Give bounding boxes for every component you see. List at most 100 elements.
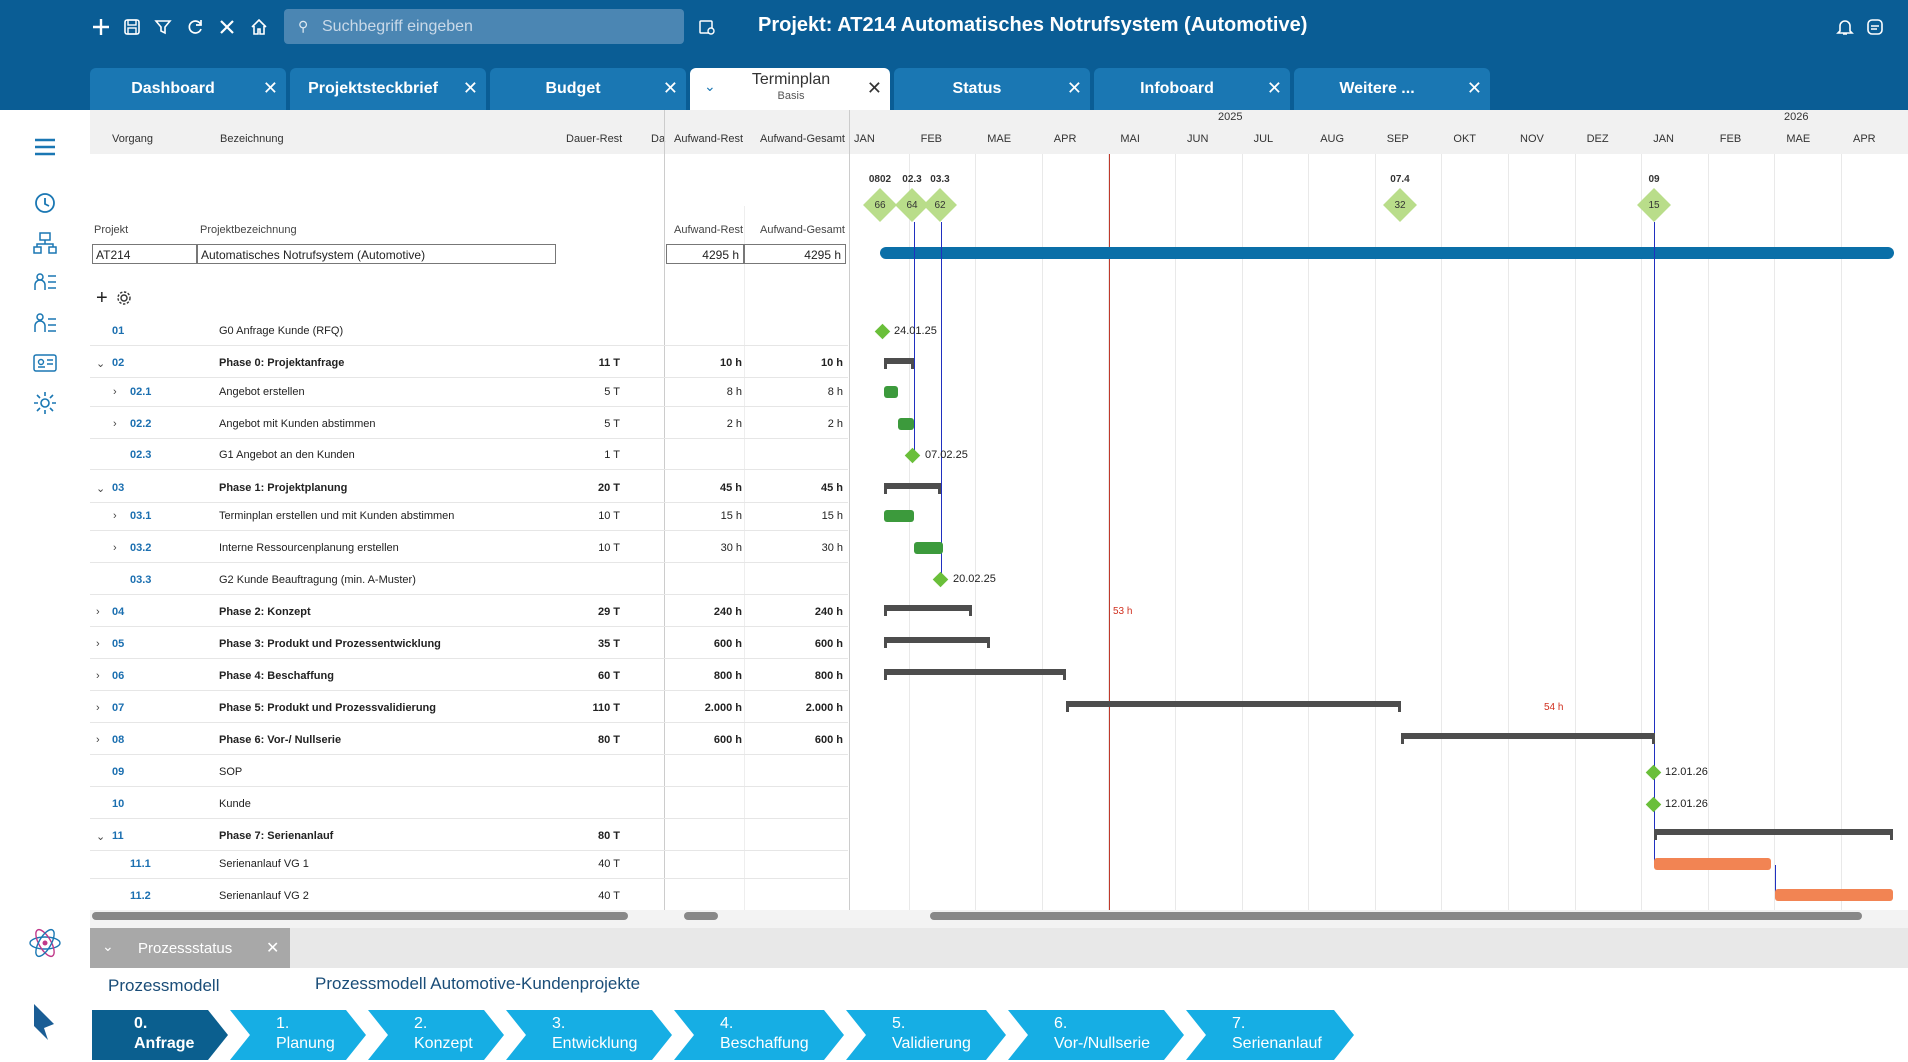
col-da[interactable]: Da: [651, 133, 666, 145]
tab-status[interactable]: Status ✕: [894, 68, 1090, 110]
home-icon[interactable]: [246, 14, 272, 40]
tab-budget[interactable]: Budget ✕: [490, 68, 686, 110]
phase-bar-04[interactable]: [884, 605, 972, 616]
gantt-scrollbar[interactable]: [930, 912, 1862, 920]
expand-icon[interactable]: ›: [113, 542, 117, 554]
task-dauer: 40 T: [598, 890, 620, 902]
save-icon[interactable]: [119, 14, 145, 40]
tab-close-icon[interactable]: ✕: [462, 78, 478, 98]
process-panel-tab[interactable]: ⌄ Prozessstatus ✕: [90, 928, 290, 968]
phase-bar-11[interactable]: [1654, 829, 1893, 840]
gear-icon[interactable]: [116, 290, 132, 311]
milestone-10[interactable]: [1645, 796, 1662, 813]
org-chart-icon[interactable]: [32, 230, 58, 256]
collapse-icon[interactable]: ⌄: [96, 831, 106, 843]
process-step[interactable]: 1. Planung: [230, 1010, 366, 1060]
task-id: 01: [112, 325, 125, 337]
tab-close-icon[interactable]: ✕: [262, 78, 278, 98]
filter-icon[interactable]: [150, 14, 176, 40]
expand-icon[interactable]: ›: [96, 734, 100, 746]
task-aufwand-gesamt: 10 h: [820, 357, 843, 369]
task-bar-03-1[interactable]: [884, 510, 914, 522]
project-name-field[interactable]: Automatisches Notrufsystem (Automotive): [197, 244, 556, 264]
project-id-field[interactable]: AT214: [92, 244, 197, 264]
phase-bar-02[interactable]: [884, 358, 914, 369]
tab-terminplan[interactable]: ⌄ Terminplan Basis ✕: [690, 68, 890, 110]
table-scrollbar[interactable]: [92, 912, 628, 920]
phase-bar-08[interactable]: [1401, 733, 1655, 744]
expand-icon[interactable]: ›: [113, 386, 117, 398]
col-bezeichnung[interactable]: Bezeichnung: [220, 133, 284, 145]
task-bar-03-2[interactable]: [914, 542, 943, 554]
milestone-02-3[interactable]: [904, 447, 921, 464]
task-bar-11-2[interactable]: [1775, 889, 1893, 901]
task-bar-02-1[interactable]: [884, 386, 898, 398]
tab-close-icon[interactable]: ✕: [1266, 78, 1282, 98]
milestone-03-3[interactable]: [932, 571, 949, 588]
expand-icon[interactable]: ›: [96, 702, 100, 714]
task-bar-11-1[interactable]: [1654, 858, 1771, 870]
tab-projektsteckbrief[interactable]: Projektsteckbrief ✕: [290, 68, 486, 110]
tab-weitere[interactable]: Weitere ... ✕: [1294, 68, 1490, 110]
values-scrollbar[interactable]: [684, 912, 718, 920]
pane-divider[interactable]: [849, 110, 850, 910]
chat-icon[interactable]: [1862, 14, 1888, 40]
phase-bar-06[interactable]: [884, 669, 1066, 680]
add-icon[interactable]: [88, 14, 114, 40]
tab-close-icon[interactable]: ✕: [866, 78, 882, 98]
refresh-icon[interactable]: [182, 14, 208, 40]
search-input[interactable]: ⚲ Suchbegriff eingeben: [284, 9, 684, 44]
phase-bar-07[interactable]: [1066, 701, 1401, 712]
milestone-01[interactable]: [874, 323, 891, 340]
bell-icon[interactable]: [1832, 14, 1858, 40]
expand-icon[interactable]: ›: [96, 606, 100, 618]
atom-icon[interactable]: [28, 926, 61, 958]
tab-close-icon[interactable]: ✕: [1466, 78, 1482, 98]
close-icon[interactable]: ✕: [266, 940, 280, 957]
milestone-09[interactable]: [1645, 764, 1662, 781]
id-card-icon[interactable]: [32, 350, 58, 376]
collapse-icon[interactable]: ⌄: [96, 483, 106, 495]
milestone-09-date: 12.01.26: [1665, 766, 1708, 778]
chevron-down-icon[interactable]: ⌄: [704, 78, 716, 94]
col-dauer-rest[interactable]: Dauer-Rest: [566, 133, 623, 145]
pane-divider[interactable]: [664, 110, 665, 910]
col-aufwand-rest[interactable]: Aufwand-Rest: [674, 133, 744, 145]
chevron-down-icon[interactable]: ⌄: [102, 938, 114, 954]
tab-dashboard[interactable]: Dashboard ✕: [90, 68, 286, 110]
settings-team-icon[interactable]: [32, 390, 58, 416]
menu-icon[interactable]: [32, 134, 58, 160]
row-separator: [90, 594, 848, 595]
col-vorgang[interactable]: Vorgang: [112, 133, 153, 145]
process-step[interactable]: 6. Vor-/Nullserie: [1008, 1010, 1184, 1060]
expand-icon[interactable]: ›: [96, 638, 100, 650]
phase-bar-05[interactable]: [884, 637, 990, 648]
project-total-field[interactable]: 4295 h: [744, 244, 846, 264]
expand-icon[interactable]: ›: [113, 418, 117, 430]
expand-icon[interactable]: ›: [96, 670, 100, 682]
process-step[interactable]: 5. Validierung: [846, 1010, 1006, 1060]
tab-close-icon[interactable]: ✕: [1066, 78, 1082, 98]
team-icon[interactable]: [32, 270, 58, 296]
process-step[interactable]: 3. Entwicklung: [506, 1010, 672, 1060]
process-step[interactable]: 0. Anfrage: [92, 1010, 228, 1060]
close-icon[interactable]: [214, 14, 240, 40]
project-summary-bar[interactable]: [880, 247, 1894, 259]
process-step[interactable]: 2. Konzept: [368, 1010, 504, 1060]
process-step[interactable]: 7. Serienanlauf: [1186, 1010, 1354, 1060]
phase-bar-03[interactable]: [884, 483, 941, 494]
add-row-icon[interactable]: +: [96, 287, 108, 309]
task-name: Interne Ressourcenplanung erstellen: [219, 542, 399, 554]
tab-infoboard[interactable]: Infoboard ✕: [1094, 68, 1290, 110]
process-step[interactable]: 4. Beschaffung: [674, 1010, 844, 1060]
tab-close-icon[interactable]: ✕: [662, 78, 678, 98]
collapse-icon[interactable]: ⌄: [96, 358, 106, 370]
col-aufwand-gesamt[interactable]: Aufwand-Gesamt: [760, 133, 845, 145]
search-settings-icon[interactable]: [694, 14, 720, 40]
project-rest-field[interactable]: 4295 h: [666, 244, 744, 264]
history-icon[interactable]: [32, 190, 58, 216]
top-bar: ⚲ Suchbegriff eingeben Projekt: AT214 Au…: [0, 0, 1908, 110]
expand-icon[interactable]: ›: [113, 510, 117, 522]
person-list-icon[interactable]: [32, 310, 58, 336]
task-bar-02-2[interactable]: [898, 418, 914, 430]
